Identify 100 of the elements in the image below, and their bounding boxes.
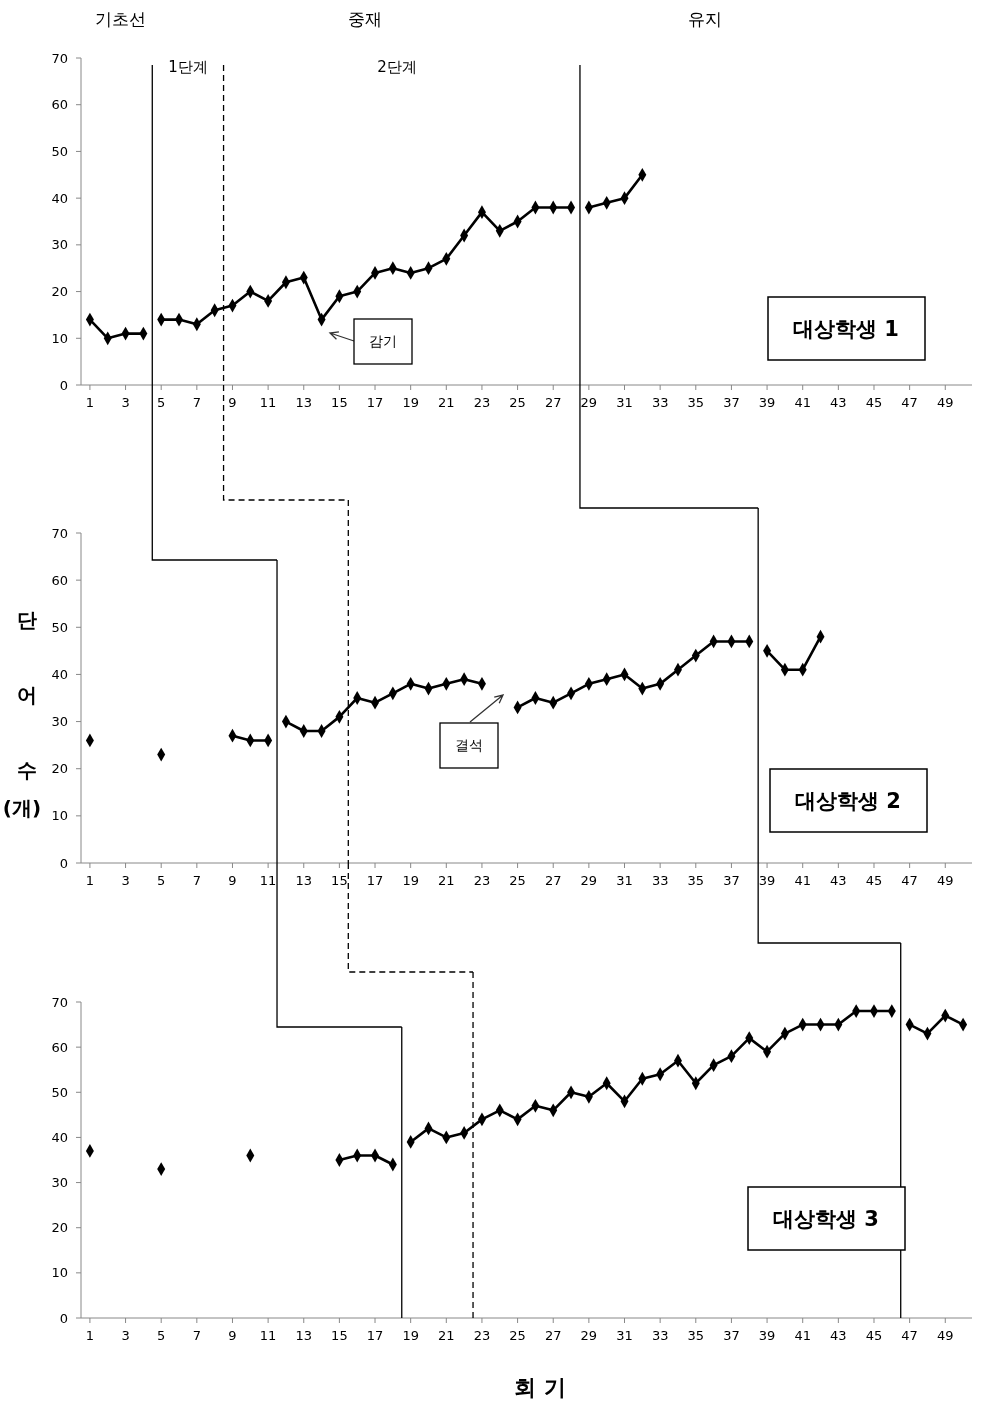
x-tick-label: 15 xyxy=(331,395,348,410)
y-tick-label: 10 xyxy=(51,1265,68,1281)
x-tick-label: 3 xyxy=(121,1328,130,1343)
x-tick-label: 41 xyxy=(794,873,811,888)
x-tick-label: 47 xyxy=(901,1328,918,1343)
y-tick-label: 60 xyxy=(51,1039,68,1055)
x-tick-label: 37 xyxy=(723,873,740,888)
x-tick-label: 35 xyxy=(687,1328,705,1343)
y-tick-label: 60 xyxy=(51,97,68,113)
x-tick-label: 45 xyxy=(865,395,883,410)
y-tick-label: 40 xyxy=(51,1129,68,1145)
x-tick-label: 27 xyxy=(544,873,562,888)
x-tick-label: 15 xyxy=(331,1328,348,1343)
x-tick-label: 27 xyxy=(544,395,562,410)
x-tick-label: 29 xyxy=(580,395,598,410)
y-tick-label: 40 xyxy=(51,190,68,206)
x-tick-label: 17 xyxy=(366,873,384,888)
y-tick-label: 40 xyxy=(51,666,68,682)
x-tick-label: 1 xyxy=(85,873,95,888)
x-tick-label: 35 xyxy=(687,395,705,410)
y-tick-label: 20 xyxy=(51,284,68,300)
x-tick-label: 19 xyxy=(402,395,419,410)
y-tick-label: 30 xyxy=(51,714,68,730)
text: 기초선 xyxy=(94,9,146,29)
x-tick-label: 37 xyxy=(723,395,740,410)
x-tick-label: 1 xyxy=(85,395,95,410)
x-tick-label: 49 xyxy=(937,873,954,888)
x-axis-title: 회 기 xyxy=(514,1375,566,1400)
x-tick-label: 33 xyxy=(651,395,669,410)
x-tick-label: 49 xyxy=(937,1328,954,1343)
x-tick-label: 13 xyxy=(295,873,313,888)
x-tick-label: 43 xyxy=(830,1328,847,1343)
y-tick-label: 0 xyxy=(59,377,68,393)
x-tick-label: 9 xyxy=(228,395,237,410)
x-tick-label: 9 xyxy=(228,873,237,888)
annotation: 감기 xyxy=(369,332,397,349)
x-tick-label: 43 xyxy=(830,395,847,410)
x-tick-label: 37 xyxy=(723,1328,740,1343)
x-tick-label: 21 xyxy=(438,1328,455,1343)
x-tick-label: 23 xyxy=(473,395,491,410)
x-tick-label: 35 xyxy=(687,873,705,888)
x-tick-label: 11 xyxy=(259,873,277,888)
x-tick-label: 13 xyxy=(295,395,313,410)
x-tick-label: 25 xyxy=(509,873,526,888)
x-tick-label: 15 xyxy=(331,873,348,888)
x-tick-label: 5 xyxy=(157,1328,166,1343)
y-tick-label: 30 xyxy=(51,1175,68,1191)
annotation: 결석 xyxy=(455,736,483,753)
x-tick-label: 1 xyxy=(85,1328,95,1343)
x-tick-label: 23 xyxy=(473,1328,491,1343)
x-tick-label: 25 xyxy=(509,395,526,410)
x-tick-label: 47 xyxy=(901,873,918,888)
x-tick-label: 45 xyxy=(865,1328,883,1343)
x-tick-label: 45 xyxy=(865,873,883,888)
x-tick-label: 11 xyxy=(259,1328,277,1343)
annotation: 1단계 xyxy=(168,58,208,76)
x-tick-label: 41 xyxy=(794,395,811,410)
x-tick-label: 31 xyxy=(616,873,633,888)
x-tick-label: 21 xyxy=(438,395,455,410)
y-tick-label: 60 xyxy=(51,572,68,588)
text: 대상학생 1 xyxy=(793,317,899,342)
text: 단 어 수 (개) xyxy=(2,608,42,820)
x-tick-label: 9 xyxy=(228,1328,237,1343)
x-tick-label: 49 xyxy=(937,395,954,410)
y-tick-label: 0 xyxy=(59,1310,68,1326)
text: 중재 xyxy=(348,9,382,29)
y-tick-label: 50 xyxy=(51,1084,68,1100)
x-tick-label: 21 xyxy=(438,873,455,888)
y-tick-label: 50 xyxy=(51,143,68,159)
x-tick-label: 29 xyxy=(580,873,598,888)
x-tick-label: 3 xyxy=(121,873,130,888)
x-tick-label: 7 xyxy=(192,873,201,888)
y-tick-label: 70 xyxy=(51,50,68,66)
x-tick-label: 25 xyxy=(509,1328,526,1343)
y-tick-label: 50 xyxy=(51,619,68,635)
y-tick-label: 0 xyxy=(59,855,68,871)
y-tick-label: 20 xyxy=(51,761,68,777)
y-tick-label: 10 xyxy=(51,330,68,346)
x-tick-label: 7 xyxy=(192,1328,201,1343)
x-tick-label: 41 xyxy=(794,1328,811,1343)
x-tick-label: 39 xyxy=(758,873,776,888)
x-tick-label: 17 xyxy=(366,395,384,410)
text: 대상학생 3 xyxy=(773,1207,879,1232)
y-tick-label: 70 xyxy=(51,525,68,541)
x-tick-label: 43 xyxy=(830,873,847,888)
text: 유지 xyxy=(688,9,722,29)
x-tick-label: 13 xyxy=(295,1328,313,1343)
x-tick-label: 31 xyxy=(616,1328,633,1343)
y-tick-label: 30 xyxy=(51,237,68,253)
annotation: 2단계 xyxy=(377,58,417,76)
y-tick-label: 70 xyxy=(51,994,68,1010)
x-tick-label: 31 xyxy=(616,395,633,410)
x-tick-label: 11 xyxy=(259,395,277,410)
x-tick-label: 47 xyxy=(901,395,918,410)
x-tick-label: 19 xyxy=(402,873,419,888)
x-tick-label: 19 xyxy=(402,1328,419,1343)
x-tick-label: 39 xyxy=(758,395,776,410)
x-tick-label: 33 xyxy=(651,1328,669,1343)
x-tick-label: 3 xyxy=(121,395,130,410)
y-tick-label: 10 xyxy=(51,808,68,824)
